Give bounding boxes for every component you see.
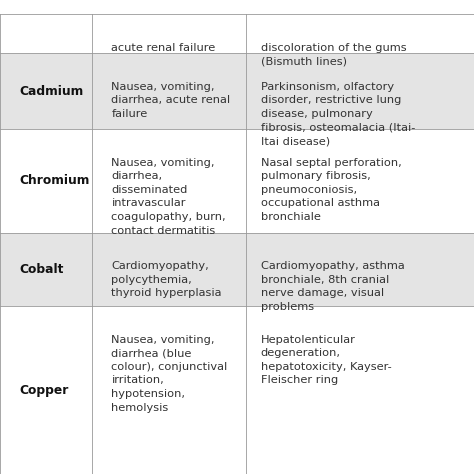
Text: Nasal septal perforation,
pulmonary fibrosis,
pneumoconiosis,
occupational asthm: Nasal septal perforation, pulmonary fibr… [261, 158, 401, 222]
Bar [0, 53, 92, 129]
Text: Cobalt: Cobalt [19, 263, 64, 276]
Bar [246, 129, 474, 233]
Text: Nausea, vomiting,
diarrhea (blue
colour), conjunctival
irritation,
hypotension,
: Nausea, vomiting, diarrhea (blue colour)… [111, 335, 228, 413]
Bar [246, 14, 474, 53]
Text: Cadmium: Cadmium [19, 85, 83, 98]
Bar [246, 306, 474, 474]
Text: Chromium: Chromium [19, 174, 89, 187]
Bar [92, 306, 246, 474]
Bar [92, 14, 246, 53]
Text: Nausea, vomiting,
diarrhea,
disseminated
intravascular
coagulopathy, burn,
conta: Nausea, vomiting, diarrhea, disseminated… [111, 158, 226, 236]
Text: Cardiomyopathy,
polycythemia,
thyroid hyperplasia: Cardiomyopathy, polycythemia, thyroid hy… [111, 261, 222, 298]
Text: Parkinsonism, olfactory
disorder, restrictive lung
disease, pulmonary
fibrosis, : Parkinsonism, olfactory disorder, restri… [261, 82, 415, 146]
Bar [92, 53, 246, 129]
Bar [246, 233, 474, 306]
Bar [0, 306, 92, 474]
Bar [0, 14, 92, 53]
Text: acute renal failure: acute renal failure [111, 43, 216, 53]
Text: Cardiomyopathy, asthma
bronchiale, 8th cranial
nerve damage, visual
problems: Cardiomyopathy, asthma bronchiale, 8th c… [261, 261, 404, 312]
Bar [0, 129, 92, 233]
Text: Nausea, vomiting,
diarrhea, acute renal
failure: Nausea, vomiting, diarrhea, acute renal … [111, 82, 230, 119]
Text: Hepatolenticular
degeneration,
hepatotoxicity, Kayser-
Fleischer ring: Hepatolenticular degeneration, hepatotox… [261, 335, 392, 385]
Bar [92, 129, 246, 233]
Bar [92, 233, 246, 306]
Text: discoloration of the gums
(Bismuth lines): discoloration of the gums (Bismuth lines… [261, 43, 406, 66]
Bar [0, 233, 92, 306]
Text: Copper: Copper [19, 383, 68, 397]
Bar [246, 53, 474, 129]
